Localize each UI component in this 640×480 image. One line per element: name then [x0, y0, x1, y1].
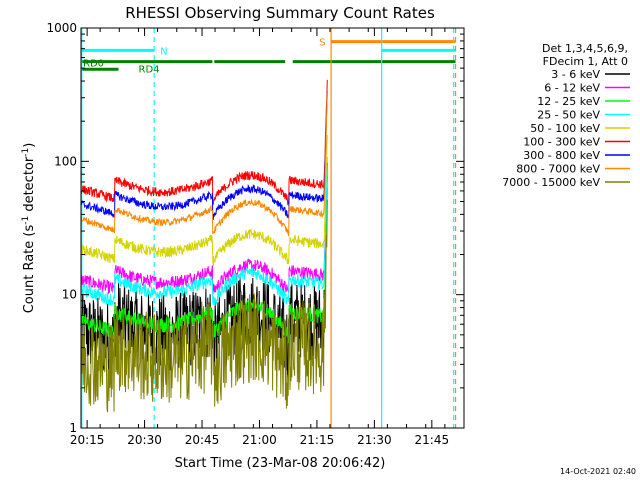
legend-entry: 25 - 50 keV: [537, 109, 600, 122]
chart-title: RHESSI Observing Summary Count Rates: [125, 4, 435, 22]
flag-label-s: S: [319, 38, 325, 49]
y-tick-label: 1: [69, 421, 77, 435]
y-tick-label: 1000: [46, 21, 77, 35]
flag-label-rd0: RD0: [83, 58, 104, 69]
legend-entry: 100 - 300 keV: [523, 136, 600, 149]
legend-entry: 800 - 7000 keV: [516, 163, 600, 176]
legend-entry: 6 - 12 keV: [544, 82, 600, 95]
y-tick-label: 10: [62, 288, 77, 302]
legend-entry: 300 - 800 keV: [523, 149, 600, 162]
legend-header: FDecim 1, Att 0: [543, 55, 628, 68]
timestamp: 14-Oct-2021 02:40: [560, 467, 636, 476]
legend: Det 1,3,4,5,6,9,FDecim 1, Att 03 - 6 keV…: [502, 42, 630, 189]
x-tick-label: 21:45: [415, 433, 450, 447]
x-tick-label: 20:15: [70, 433, 105, 447]
flag-label-rd4: RD4: [139, 65, 160, 76]
axis-ticks: 20:15 20:30 20:45 21:00 21:15 21:30 21:45 1 10 10…: [46, 21, 465, 447]
legend-header: Det 1,3,4,5,6,9,: [542, 42, 628, 55]
series-line-7: [81, 91, 328, 238]
series-line-4: [81, 134, 328, 267]
legend-entry: 50 - 100 keV: [530, 122, 600, 135]
series-line-5: [81, 79, 328, 206]
legend-entry: 3 - 6 keV: [551, 68, 600, 81]
x-tick-label: 21:30: [357, 433, 392, 447]
x-axis-label: Start Time (23-Mar-08 20:06:42): [175, 456, 386, 471]
y-axis-label: Count Rate (s-1 detector-1): [21, 143, 37, 314]
series-line-6: [81, 91, 328, 221]
series-lines: [81, 79, 328, 413]
legend-entry: 12 - 25 keV: [537, 95, 600, 108]
series-line-3: [81, 156, 328, 307]
x-tick-label: 21:15: [300, 433, 335, 447]
series-line-8: [81, 199, 328, 413]
x-tick-label: 20:45: [185, 433, 220, 447]
flag-label-n: N: [160, 46, 167, 57]
legend-entry: 7000 - 15000 keV: [502, 176, 600, 189]
x-tick-label: 21:00: [242, 433, 277, 447]
y-tick-label: 100: [54, 154, 77, 168]
x-tick-label: 20:30: [127, 433, 162, 447]
